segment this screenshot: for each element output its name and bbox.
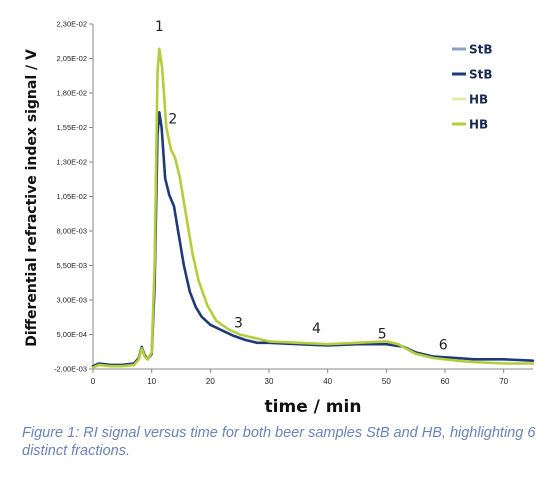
y-tick-label: 1,55E-02 [57, 123, 87, 132]
y-tick-label: 5,50E-03 [57, 261, 87, 270]
legend-label: HB [469, 118, 488, 132]
x-axis-title: time / min [265, 397, 362, 417]
y-tick-label: 5,00E-04 [57, 330, 87, 339]
ri-chart: Differential refractive index signal / V… [24, 19, 535, 417]
fraction-label: 6 [439, 338, 448, 354]
x-tick-label: 20 [206, 377, 215, 386]
fraction-label: 3 [234, 316, 243, 332]
x-tick-label: 30 [265, 377, 274, 386]
fraction-annotations: 1 2 3 4 5 6 [155, 19, 448, 354]
x-tick-label: 40 [323, 377, 332, 386]
y-tick-label: 1,80E-02 [57, 89, 87, 98]
legend-label: StB [469, 43, 493, 57]
legend-label: HB [469, 93, 488, 107]
y-axis-title: Differential refractive index signal / V [24, 49, 40, 347]
series-lines [91, 47, 535, 369]
series-line-1 [91, 47, 535, 369]
fraction-label: 4 [312, 321, 321, 337]
y-tick-label: -2,00E-03 [54, 365, 87, 374]
y-tick-label: 2,30E-02 [57, 20, 87, 29]
legend-label: StB [469, 68, 493, 82]
axes [92, 24, 533, 370]
legend: StB StB HB HB [452, 43, 493, 132]
fraction-label: 1 [155, 19, 164, 35]
y-tick-label: 3,00E-03 [57, 296, 87, 305]
x-tick-label: 60 [441, 377, 450, 386]
y-axis-title-group: Differential refractive index signal / V [24, 49, 40, 347]
figure-caption: Figure 1: RI signal versus time for both… [22, 425, 536, 459]
y-tick-label: 1,05E-02 [57, 192, 87, 201]
y-tick-label: 8,00E-03 [57, 227, 87, 236]
fraction-label: 2 [168, 111, 177, 127]
x-tick-label: 10 [147, 377, 156, 386]
y-tick-label: 1,30E-02 [57, 158, 87, 167]
x-tick-label: 70 [499, 377, 508, 386]
x-tick-label: 50 [382, 377, 391, 386]
tick-labels: -2,00E-03 5,00E-04 3,00E-03 5,50E-03 8,00E-0… [54, 20, 509, 386]
y-tick-label: 2,05E-02 [57, 54, 87, 63]
x-tick-label: 0 [91, 377, 96, 386]
fraction-label: 5 [378, 327, 387, 343]
